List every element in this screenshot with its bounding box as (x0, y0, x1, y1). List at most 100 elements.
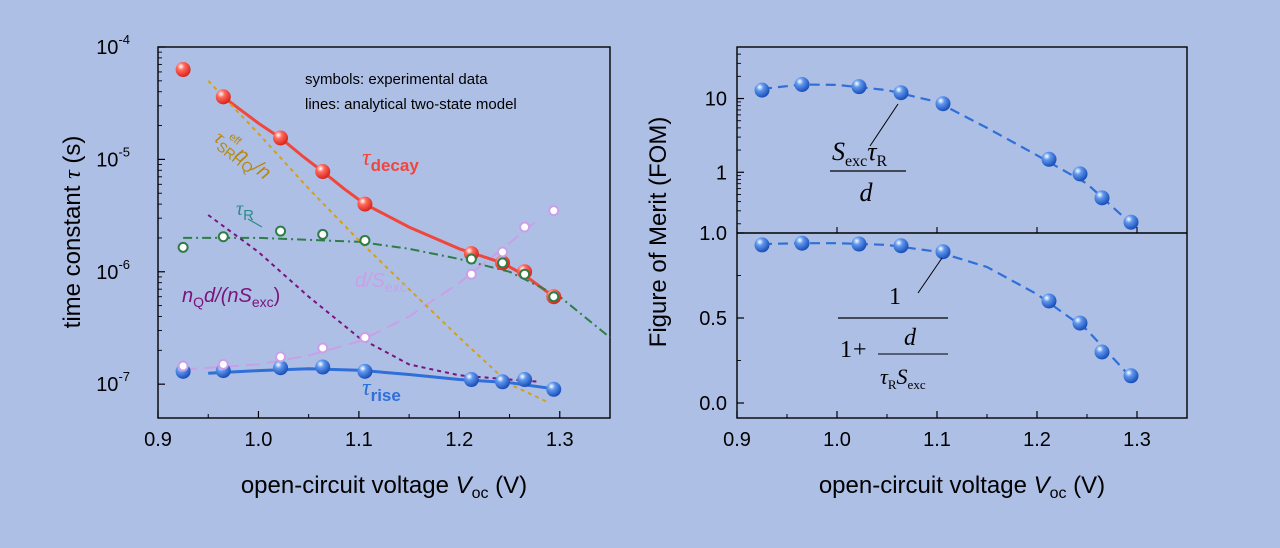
fom-point (851, 79, 867, 95)
leader-formula-top (869, 103, 899, 147)
right-y-axis-label: Figure of Merit (FOM) (645, 117, 672, 348)
label-tau-R: τR (236, 198, 254, 224)
point-τR (519, 268, 531, 280)
left-x-axis-label: open-circuit voltage Voc (V) (241, 472, 527, 502)
right-axes: 0.9 1.0 1.1 1.2 1.3 10 1 1.0 0.5 0.0 (699, 46, 1151, 451)
point-d/Sexc (497, 246, 509, 258)
left-axes: 0.9 1.0 1.1 1.2 1.3 10-4 10-5 10-6 10-7 (96, 32, 573, 451)
right-bottom-y-tick-label: 0.0 (699, 393, 727, 415)
right-bottom-y-tick-label: 1.0 (699, 223, 727, 245)
left-plot-frame (157, 46, 611, 419)
point-d/Sexc (465, 268, 477, 280)
fom-point (893, 238, 909, 254)
point-d/Sexc (317, 342, 329, 354)
label-nq-d-nSexc: nQd/(nSexc) (182, 285, 280, 310)
right-x-tick-label: 0.9 (723, 429, 751, 451)
svg-text:τRSexc: τRSexc (880, 364, 926, 392)
right-x-axis-label: open-circuit voltage Voc (V) (819, 472, 1105, 502)
point-τR (275, 225, 287, 237)
svg-text:d: d (904, 325, 917, 351)
leader-tau-R (247, 218, 263, 228)
line-τSRH eff nQ/n (207, 80, 551, 404)
label-tau-rise: τrise (362, 375, 401, 405)
point-τrise (315, 359, 331, 375)
label-d-Sexc: d/Sexc (355, 270, 407, 295)
left-y-tick-label: 10-7 (96, 369, 130, 396)
left-x-tick-label: 1.3 (546, 429, 574, 451)
right-x-tick-label: 1.3 (1123, 429, 1151, 451)
fom-point (851, 236, 867, 252)
note-line-1: symbols: experimental data (305, 71, 488, 88)
left-data-points (175, 62, 562, 397)
left-x-tick-label: 0.9 (144, 429, 172, 451)
point-d/Sexc (519, 221, 531, 233)
fom-point (893, 85, 909, 101)
left-model-lines (183, 80, 611, 404)
fom-point (1094, 344, 1110, 360)
point-τrise (546, 381, 562, 397)
point-τR (497, 257, 509, 269)
fom-point (1041, 293, 1057, 309)
svg-text:1: 1 (840, 337, 852, 363)
point-τrise (495, 374, 511, 390)
fom-point (794, 76, 810, 92)
left-y-tick-label: 10-4 (96, 32, 130, 59)
left-x-tick-label: 1.0 (245, 429, 273, 451)
point-τrise (463, 372, 479, 388)
point-τrise (517, 372, 533, 388)
point-d/Sexc (177, 360, 189, 372)
point-τR (359, 234, 371, 246)
point-d/Sexc (548, 205, 560, 217)
fom-point (1123, 214, 1139, 230)
point-τR (177, 241, 189, 253)
point-d/Sexc (217, 358, 229, 370)
fom-point (1072, 166, 1088, 182)
fom-point (754, 237, 770, 253)
point-d/Sexc (359, 332, 371, 344)
point-τdecay (273, 130, 289, 146)
formula-bottom: 1 1 + d τRSexc (838, 284, 948, 392)
point-τR (465, 253, 477, 265)
point-τdecay (357, 196, 373, 212)
fom-point (1094, 190, 1110, 206)
left-y-axis-label: time constant τ (s) (59, 136, 86, 329)
right-x-tick-label: 1.0 (823, 429, 851, 451)
right-top-y-tick-label: 1 (716, 162, 727, 184)
formula-top: SexcτR d (830, 137, 906, 207)
label-tau-decay: τdecay (362, 145, 419, 175)
point-τdecay (215, 89, 231, 105)
svg-text:1: 1 (889, 284, 901, 310)
fom-point (1072, 315, 1088, 331)
label-tau-srh: τSRHeffnQ/n (208, 124, 277, 186)
right-x-tick-label: 1.2 (1023, 429, 1051, 451)
leader-formula-bottom (917, 257, 943, 294)
point-τR (548, 291, 560, 303)
note-line-2: lines: analytical two-state model (305, 96, 517, 113)
fom-point (935, 96, 951, 112)
left-x-tick-label: 1.2 (445, 429, 473, 451)
line-τR (183, 236, 611, 339)
left-y-tick-label: 10-6 (96, 257, 130, 284)
point-τdecay (175, 62, 191, 78)
svg-text:+: + (853, 337, 867, 363)
left-x-tick-label: 1.1 (345, 429, 373, 451)
right-bottom-y-tick-label: 0.5 (699, 308, 727, 330)
fom-point (1041, 151, 1057, 167)
svg-text:τSRHeffnQ/n: τSRHeffnQ/n (208, 124, 277, 186)
fom-point (1123, 368, 1139, 384)
point-τdecay (315, 164, 331, 180)
fom-point (794, 235, 810, 251)
right-data-points (754, 76, 1139, 384)
fom-fit-line (761, 242, 1132, 379)
point-d/Sexc (275, 351, 287, 363)
point-τR (317, 228, 329, 240)
point-τrise (273, 360, 289, 376)
left-y-tick-label: 10-5 (96, 144, 130, 171)
point-τR (217, 231, 229, 243)
right-x-tick-label: 1.1 (923, 429, 951, 451)
fom-point (935, 244, 951, 260)
right-top-y-tick-label: 10 (705, 89, 727, 111)
svg-text:d: d (860, 178, 874, 207)
svg-text:SexcτR: SexcτR (832, 137, 888, 170)
